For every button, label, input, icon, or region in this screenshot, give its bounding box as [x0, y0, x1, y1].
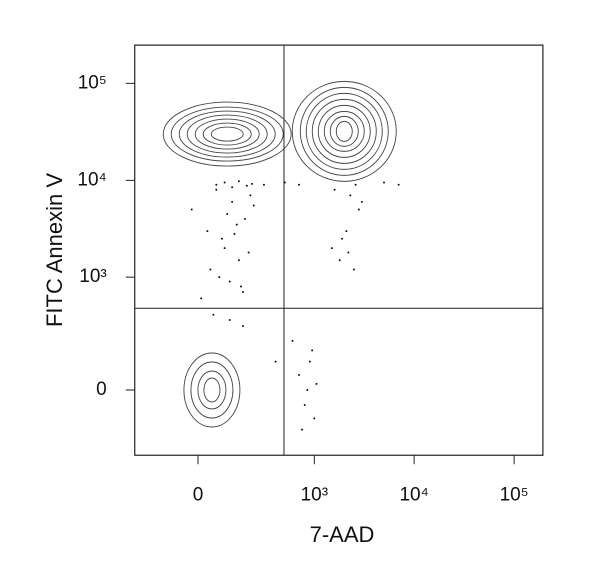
contour [210, 126, 244, 142]
event-dot [251, 182, 254, 185]
x-tick-label: 10³ [301, 484, 328, 505]
event-dot [330, 247, 333, 250]
contour [299, 86, 389, 176]
contour [311, 98, 377, 164]
event-dot [231, 186, 234, 189]
y-tick-label: 10³ [79, 266, 106, 287]
y-tick-label: 10⁵ [78, 72, 107, 93]
event-dot [341, 237, 344, 240]
event-dot [347, 251, 350, 254]
event-dot [228, 319, 231, 322]
event-dot [218, 276, 221, 279]
contour [202, 122, 252, 146]
event-dot [245, 184, 248, 187]
event-dot [357, 208, 360, 211]
contour [329, 115, 359, 147]
event-dot [215, 183, 218, 186]
contour [203, 377, 221, 403]
event-dot [190, 208, 193, 211]
event-dot [333, 188, 336, 191]
event-dot [283, 181, 286, 184]
event-dot [383, 181, 386, 184]
event-dot [237, 180, 240, 183]
contour [335, 120, 353, 142]
y-tick-label: 0 [96, 379, 107, 400]
contour [190, 361, 234, 419]
contour [197, 370, 227, 410]
event-dot [274, 360, 277, 363]
contour [317, 104, 371, 158]
x-tick-label: 0 [193, 484, 204, 505]
event-dot [291, 339, 294, 342]
event-dot [220, 237, 223, 240]
contour [186, 114, 268, 154]
contour [194, 118, 260, 150]
x-tick-label: 10⁵ [500, 484, 529, 505]
x-tick-label: 10⁴ [399, 484, 428, 505]
event-dot [239, 285, 242, 288]
event-dot [242, 290, 245, 293]
event-dot [354, 183, 357, 186]
event-dot [303, 403, 306, 406]
event-dot [349, 194, 352, 197]
event-dot [315, 382, 318, 385]
event-dot [298, 183, 301, 186]
event-dot [300, 428, 303, 431]
contour [323, 110, 365, 152]
event-dot [247, 251, 250, 254]
contour [178, 110, 276, 158]
event-dot [226, 212, 229, 215]
event-dot [313, 417, 316, 420]
contour [183, 352, 241, 428]
event-dot [298, 374, 301, 377]
event-dot [209, 268, 212, 271]
event-dot [308, 360, 311, 363]
event-dot [212, 313, 215, 316]
contour [170, 106, 284, 162]
event-dot [231, 200, 234, 203]
event-dot [311, 349, 314, 352]
event-dot [223, 181, 226, 184]
y-axis-title: FITC Annexin V [42, 173, 67, 327]
event-dot [223, 247, 226, 250]
event-dot [338, 259, 341, 262]
x-axis-title: 7-AAD [310, 522, 375, 547]
event-dot [352, 268, 355, 271]
event-dot [306, 389, 309, 391]
event-dot [233, 232, 236, 235]
event-dot [200, 297, 203, 300]
event-dot [262, 183, 265, 186]
event-dot [397, 183, 400, 186]
event-dot [237, 259, 240, 262]
event-dot [252, 204, 255, 207]
contour [291, 80, 397, 182]
event-dot [243, 217, 246, 220]
event-dot [249, 194, 252, 197]
contour [305, 92, 383, 170]
event-dot [206, 230, 209, 233]
event-dot [228, 280, 231, 283]
y-tick-label: 10⁴ [77, 169, 106, 190]
event-dot [242, 325, 245, 328]
event-dot [235, 223, 238, 226]
event-dot [215, 188, 218, 191]
event-dot [360, 200, 363, 203]
plot-frame [134, 44, 544, 456]
contour [162, 101, 292, 167]
event-dot [345, 230, 348, 233]
